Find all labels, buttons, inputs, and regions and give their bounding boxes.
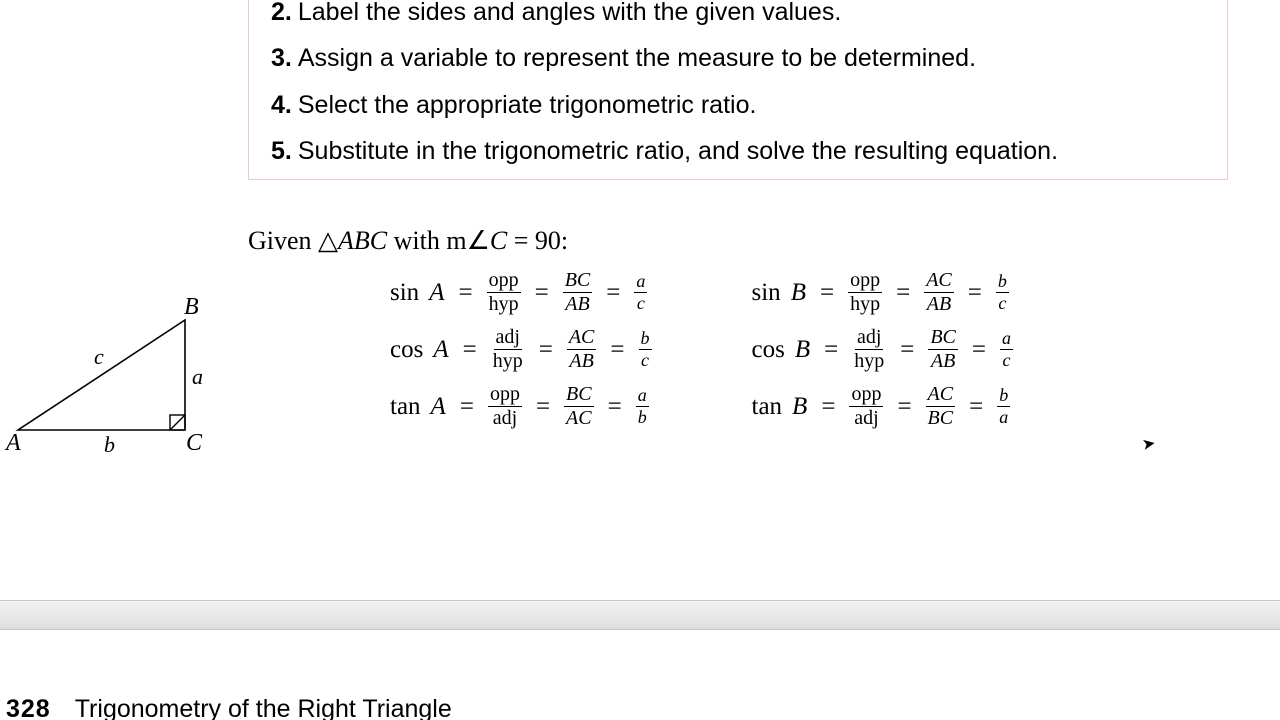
- equals: =: [897, 393, 911, 421]
- angle-symbol: ∠: [467, 226, 490, 255]
- side-fraction: ACBC: [926, 384, 956, 429]
- step-num: 3.: [271, 44, 292, 72]
- side-fraction: ACAB: [924, 270, 954, 315]
- angle-label: A: [429, 279, 444, 307]
- vertex-B-label: B: [184, 294, 199, 320]
- word-fraction: opphyp: [848, 270, 882, 315]
- angle-name: C: [490, 226, 507, 255]
- vertex-C-label: C: [186, 430, 203, 456]
- step-num: 4.: [271, 91, 292, 119]
- vertex-A-label: A: [4, 430, 21, 456]
- triangle-symbol: △: [318, 226, 338, 255]
- angle-label: B: [791, 279, 806, 307]
- word-fraction: oppadj: [849, 384, 883, 429]
- side-fraction: BCAB: [563, 270, 593, 315]
- equals: =: [610, 336, 624, 364]
- step-2: 2.Label the sides and angles with the gi…: [271, 0, 1205, 35]
- equals: =: [608, 393, 622, 421]
- fn-label: tan: [752, 393, 783, 421]
- equals: =: [460, 393, 474, 421]
- cos-B-row: cos B = adjhyp = BCAB = ac: [752, 327, 1014, 372]
- given-statement: Given △ABC with m∠C = 90:: [248, 226, 568, 256]
- given-prefix: Given: [248, 226, 318, 255]
- step-4: 4.Select the appropriate trigonometric r…: [271, 82, 1205, 128]
- sin-B-row: sin B = opphyp = ACAB = bc: [752, 270, 1014, 315]
- equals: =: [968, 279, 982, 307]
- given-with: with m: [387, 226, 466, 255]
- ratios-col-A: sin A = opphyp = BCAB = ac cos A = adjhyp …: [390, 270, 652, 429]
- side-b-label: b: [104, 432, 115, 457]
- equals: =: [606, 279, 620, 307]
- triangle-name: ABC: [338, 226, 387, 255]
- word-fraction: opphyp: [487, 270, 521, 315]
- fn-label: cos: [752, 336, 785, 364]
- side-fraction: ACAB: [567, 327, 597, 372]
- word-fraction: adjhyp: [852, 327, 886, 372]
- step-num: 2.: [271, 0, 292, 26]
- triangle-svg: A B C a b c: [0, 290, 210, 460]
- equals: =: [536, 393, 550, 421]
- fn-label: sin: [752, 279, 781, 307]
- side-c-label: c: [94, 344, 104, 369]
- step-num: 5.: [271, 137, 292, 165]
- fn-label: tan: [390, 393, 421, 421]
- step-text: Select the appropriate trigonometric rat…: [298, 91, 757, 119]
- page-root: 2.Label the sides and angles with the gi…: [0, 0, 1280, 720]
- equals: =: [896, 279, 910, 307]
- procedure-box: 2.Label the sides and angles with the gi…: [248, 0, 1228, 180]
- equals: =: [824, 336, 838, 364]
- step-text: Assign a variable to represent the measu…: [298, 44, 976, 72]
- equals: =: [820, 279, 834, 307]
- page-number: 328: [6, 695, 51, 720]
- step-text: Substitute in the trigonometric ratio, a…: [298, 137, 1058, 165]
- equals: =: [535, 279, 549, 307]
- sin-A-row: sin A = opphyp = BCAB = ac: [390, 270, 652, 315]
- letter-fraction: bc: [996, 272, 1009, 313]
- angle-label: B: [795, 336, 810, 364]
- equals: =: [821, 393, 835, 421]
- letter-fraction: bc: [639, 329, 652, 370]
- letter-fraction: ba: [997, 386, 1010, 427]
- letter-fraction: ab: [636, 386, 649, 427]
- tan-A-row: tan A = oppadj = BCAC = ab: [390, 384, 652, 429]
- given-eq: = 90:: [507, 226, 568, 255]
- procedure-steps: 2.Label the sides and angles with the gi…: [271, 0, 1205, 174]
- equals: =: [463, 336, 477, 364]
- side-fraction: BCAB: [928, 327, 958, 372]
- step-5: 5.Substitute in the trigonometric ratio,…: [271, 128, 1205, 174]
- equals: =: [458, 279, 472, 307]
- trig-ratios: sin A = opphyp = BCAB = ac cos A = adjhyp …: [390, 270, 1013, 429]
- fn-label: cos: [390, 336, 423, 364]
- equals: =: [969, 393, 983, 421]
- angle-label: B: [792, 393, 807, 421]
- ratios-col-B: sin B = opphyp = ACAB = bc cos B = adjhyp …: [752, 270, 1014, 429]
- triangle-diagram: A B C a b c: [0, 290, 210, 460]
- equals: =: [539, 336, 553, 364]
- letter-fraction: ac: [1000, 329, 1013, 370]
- side-fraction: BCAC: [564, 384, 594, 429]
- word-fraction: adjhyp: [491, 327, 525, 372]
- angle-label: A: [433, 336, 448, 364]
- tan-B-row: tan B = oppadj = ACBC = ba: [752, 384, 1014, 429]
- step-text: Label the sides and angles with the give…: [298, 0, 841, 26]
- letter-fraction: ac: [634, 272, 647, 313]
- chapter-title: Trigonometry of the Right Triangle: [75, 695, 452, 720]
- step-3: 3.Assign a variable to represent the mea…: [271, 35, 1205, 81]
- word-fraction: oppadj: [488, 384, 522, 429]
- footer-band: [0, 600, 1280, 630]
- side-a-label: a: [192, 364, 203, 389]
- fn-label: sin: [390, 279, 419, 307]
- cos-A-row: cos A = adjhyp = ACAB = bc: [390, 327, 652, 372]
- page-footer: 328 Trigonometry of the Right Triangle: [6, 695, 452, 720]
- equals: =: [900, 336, 914, 364]
- angle-label: A: [431, 393, 446, 421]
- cursor-icon: ➤: [1140, 433, 1157, 455]
- equals: =: [972, 336, 986, 364]
